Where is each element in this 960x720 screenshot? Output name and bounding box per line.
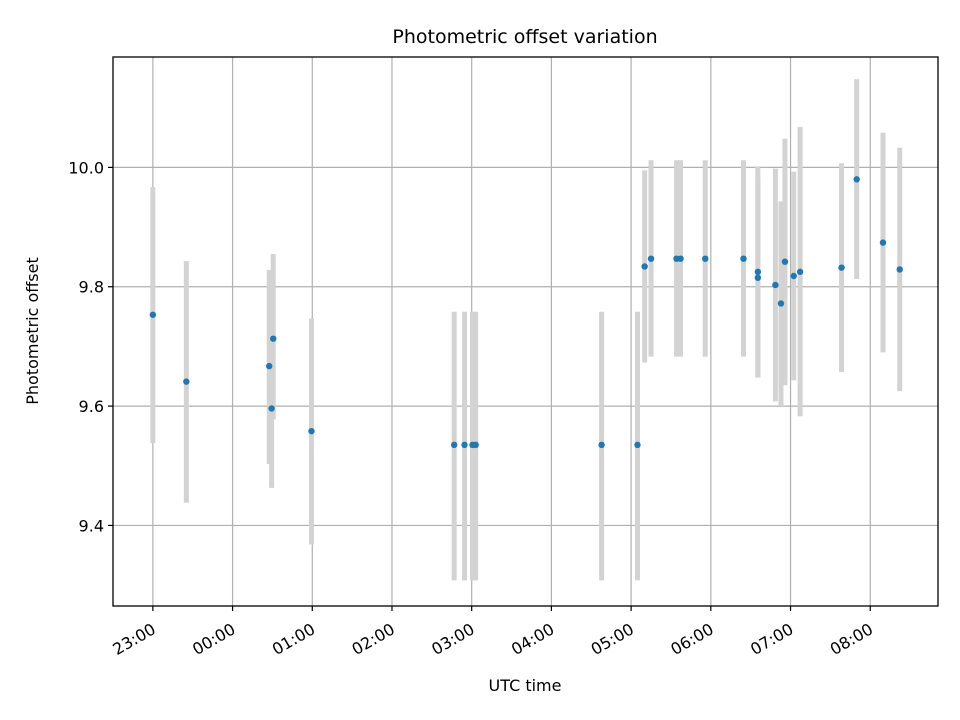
data-point xyxy=(268,405,275,412)
y-tick-label: 9.8 xyxy=(79,278,104,297)
axis-ticks xyxy=(108,166,871,611)
data-point xyxy=(838,264,845,271)
data-point xyxy=(790,272,797,280)
data-point xyxy=(598,441,605,449)
data-point xyxy=(461,441,468,449)
data-point xyxy=(183,378,190,385)
data-points xyxy=(149,176,903,449)
data-point xyxy=(896,266,903,273)
data-point xyxy=(472,441,479,449)
data-point xyxy=(270,335,277,342)
data-point xyxy=(634,441,641,449)
data-point xyxy=(266,362,273,370)
data-point xyxy=(677,255,684,262)
y-tick-label: 10.0 xyxy=(68,158,104,177)
data-point xyxy=(149,311,157,318)
data-point xyxy=(647,255,655,262)
y-axis-label: Photometric offset xyxy=(23,257,42,405)
data-point xyxy=(450,441,458,449)
data-point xyxy=(308,427,315,435)
plot-area xyxy=(113,57,938,606)
x-axis-label: UTC time xyxy=(489,676,562,695)
chart-title: Photometric offset variation xyxy=(392,26,657,48)
data-point xyxy=(879,239,887,246)
data-point xyxy=(853,176,860,183)
y-tick-label: 9.6 xyxy=(79,397,104,416)
plot-frame xyxy=(112,56,939,607)
data-point xyxy=(702,255,709,262)
data-point xyxy=(796,268,804,276)
y-tick-label: 9.4 xyxy=(79,516,104,535)
data-point xyxy=(772,281,779,289)
data-point xyxy=(777,300,785,307)
data-point xyxy=(740,255,747,262)
data-point xyxy=(754,274,762,281)
data-point xyxy=(641,263,648,270)
data-point xyxy=(754,268,762,276)
data-point xyxy=(781,258,789,265)
